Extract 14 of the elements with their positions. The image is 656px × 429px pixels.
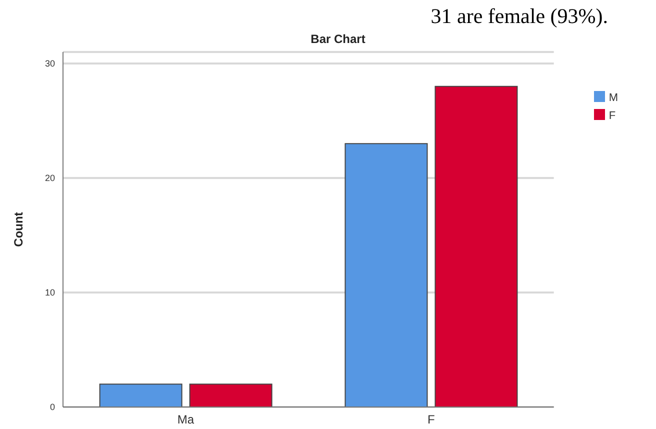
legend-label: F [608,110,616,122]
y-tick-label: 30 [44,58,55,69]
text: 31 are female (93%). [430,4,608,29]
bar [189,384,272,407]
bar [344,143,428,407]
y-axis-title: Count [11,212,26,247]
legend-label: M [608,92,618,104]
bar [434,86,518,407]
y-tick-label: 10 [44,288,55,298]
y-tick-label: 20 [44,173,55,184]
x-tick-label: Ma [177,412,194,427]
chart-title: Bar Chart [310,32,366,46]
bar [99,384,182,407]
y-tick-label: 0 [50,402,55,412]
